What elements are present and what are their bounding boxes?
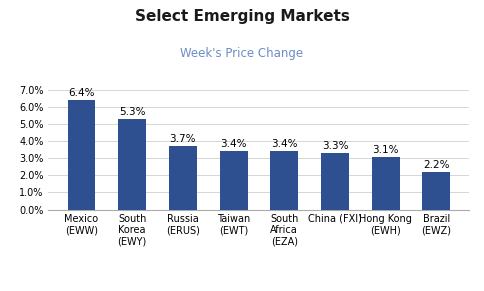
Bar <box>169 146 197 210</box>
Bar <box>372 157 400 210</box>
Bar <box>68 100 95 210</box>
Text: 2.2%: 2.2% <box>423 160 450 170</box>
Text: 3.7%: 3.7% <box>169 134 196 144</box>
Bar <box>271 152 298 210</box>
Text: 3.1%: 3.1% <box>373 145 399 155</box>
Text: Week's Price Change: Week's Price Change <box>181 47 303 60</box>
Text: 5.3%: 5.3% <box>119 107 145 117</box>
Bar <box>220 152 247 210</box>
Text: 3.4%: 3.4% <box>220 139 247 149</box>
Text: 3.4%: 3.4% <box>271 139 298 149</box>
Text: 6.4%: 6.4% <box>68 88 95 98</box>
Bar <box>423 172 450 210</box>
Bar <box>118 119 146 210</box>
Text: 3.3%: 3.3% <box>322 141 348 151</box>
Text: Select Emerging Markets: Select Emerging Markets <box>135 9 349 24</box>
Bar <box>321 153 349 210</box>
